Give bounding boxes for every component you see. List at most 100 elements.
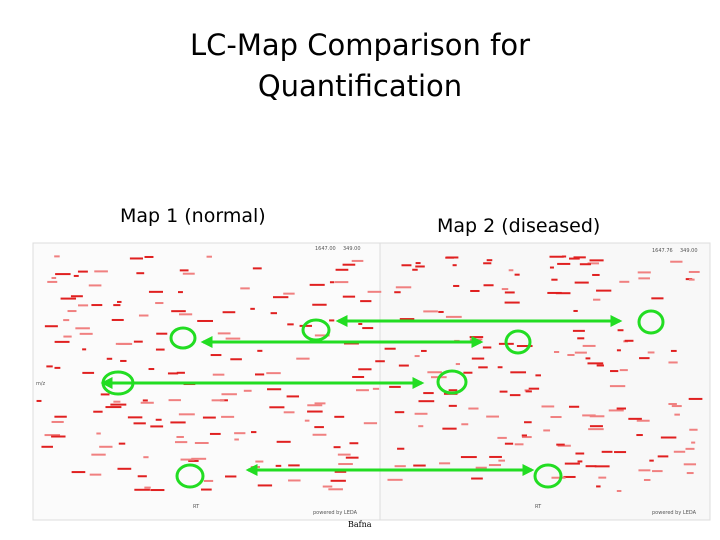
peak (240, 287, 250, 290)
peak (136, 272, 145, 275)
title-line: Quantification (258, 69, 462, 103)
peak (582, 344, 596, 347)
peak (252, 267, 262, 270)
peak (448, 389, 458, 392)
peak (272, 296, 289, 299)
peak (234, 432, 246, 435)
peak (44, 434, 61, 437)
axis-label: m/z (36, 381, 46, 387)
peak (573, 309, 578, 312)
peak (453, 284, 460, 287)
peak (82, 371, 95, 374)
peak (168, 399, 181, 402)
peak (589, 259, 604, 262)
peak (117, 467, 132, 470)
peak (394, 291, 401, 294)
peak (674, 413, 680, 416)
circle (175, 463, 205, 489)
peak (113, 400, 121, 403)
peak (685, 447, 695, 450)
peak (93, 410, 103, 413)
peak (555, 292, 571, 295)
peak (362, 327, 374, 330)
peak (499, 390, 508, 393)
peak (394, 411, 405, 414)
peak (352, 375, 365, 378)
peak (423, 310, 438, 313)
peak (563, 475, 576, 478)
peak (113, 304, 121, 307)
peak (314, 402, 326, 405)
circle (637, 309, 665, 335)
credit: powered by LEDA (652, 510, 697, 516)
peak (541, 405, 555, 408)
peak (134, 488, 150, 491)
peak (421, 349, 427, 352)
peak (639, 357, 650, 360)
peak (414, 355, 420, 358)
peak (105, 406, 122, 409)
peak (524, 389, 530, 392)
peak (596, 485, 601, 488)
peak (127, 416, 143, 419)
peak (471, 357, 485, 360)
peak (203, 479, 214, 482)
peak (521, 436, 532, 439)
peak (170, 421, 186, 424)
peak (358, 322, 363, 325)
peak (568, 405, 580, 408)
peak (657, 455, 669, 458)
peak (150, 489, 165, 492)
peak (514, 273, 520, 276)
peak (363, 422, 378, 425)
peak (427, 371, 442, 374)
peak (351, 259, 364, 262)
peak (439, 462, 451, 465)
peak (202, 416, 216, 419)
peak (221, 393, 237, 396)
peak (309, 283, 325, 286)
peak (194, 441, 209, 444)
peak (171, 310, 186, 313)
peak (314, 334, 330, 337)
peak (329, 281, 335, 284)
circle (533, 463, 563, 489)
peak (372, 387, 380, 390)
peak (257, 349, 263, 352)
peak (110, 403, 127, 406)
peak (397, 447, 405, 450)
peak (180, 458, 195, 461)
peak (75, 327, 90, 330)
peak (557, 262, 571, 265)
peak (174, 441, 188, 444)
peak (250, 307, 255, 310)
peak (79, 332, 93, 335)
peak (594, 465, 610, 468)
peak (176, 371, 185, 374)
peak (638, 469, 651, 472)
peak (91, 453, 106, 456)
peak (649, 459, 654, 462)
peak (414, 412, 428, 415)
peak (395, 286, 412, 289)
peak (63, 335, 72, 338)
peak (155, 418, 162, 421)
peak (143, 456, 149, 459)
peak (651, 297, 664, 300)
peak (482, 346, 492, 349)
peak (342, 263, 356, 266)
peak (54, 255, 60, 258)
peak (89, 473, 102, 476)
peak (553, 351, 560, 354)
peak (448, 404, 457, 407)
peak (334, 281, 349, 284)
peak (106, 357, 113, 360)
peak (551, 476, 566, 479)
peak (100, 393, 110, 396)
peak (283, 411, 295, 414)
peak (312, 303, 327, 306)
peak (54, 366, 61, 369)
peak (624, 339, 634, 342)
peak (504, 442, 514, 445)
peak (636, 419, 650, 422)
